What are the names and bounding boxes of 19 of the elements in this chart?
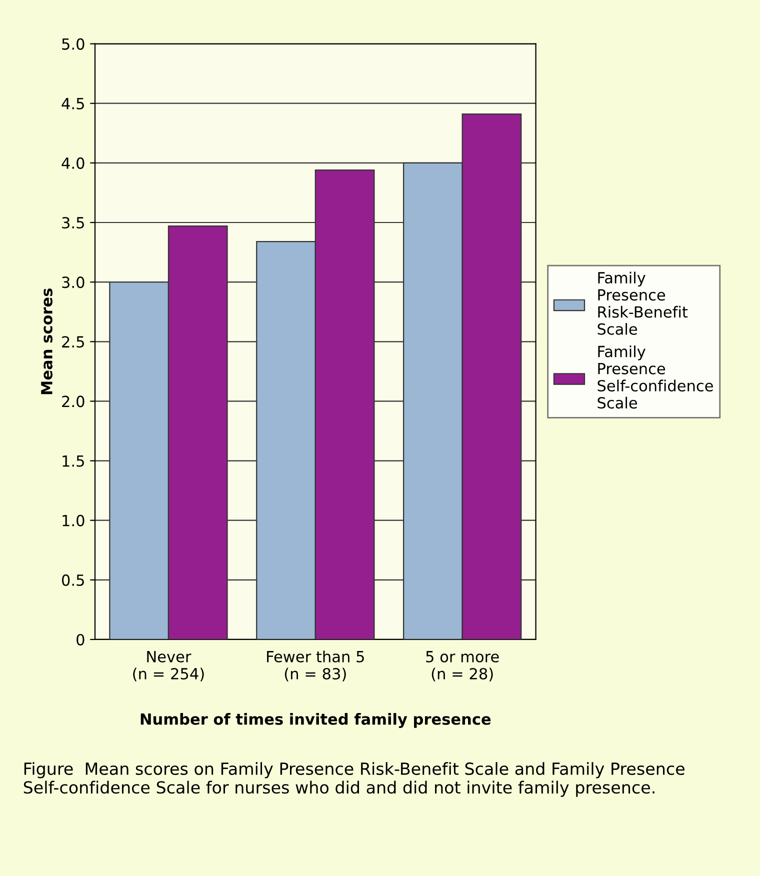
y-axis-title: Mean scores (41, 288, 52, 394)
y-tick-label: 4.0 (62, 157, 84, 169)
x-axis-title: Number of times invited family presence (140, 713, 491, 728)
y-tick-label: 4.5 (62, 98, 84, 110)
y-tick-label: 0 (76, 634, 84, 646)
y-tick-label: 2.0 (62, 396, 84, 408)
y-tick-label: 2.5 (62, 336, 84, 348)
x-tick-label: Never (n = 254) (133, 651, 204, 682)
y-tick-label: 5.0 (62, 38, 84, 50)
y-tick-label: 3.0 (62, 276, 84, 288)
y-tick-label: 3.5 (62, 216, 84, 229)
y-tick-label: 0.5 (62, 574, 84, 586)
x-tick-label: 5 or more (n = 28) (426, 651, 499, 682)
x-tick-label: Fewer than 5 (n = 83) (267, 650, 364, 682)
legend-label: Family Presence Risk-Benefit Scale (598, 272, 688, 335)
text: Figure Mean scores on Family Presence Risk-Benefit Scale and Family Presence Self-confidence Scale for nurses who did and did not invite family presence. (24, 762, 684, 797)
legend-label: Family Presence Self-confidence Scale (598, 345, 713, 409)
y-tick-label: 1.0 (62, 514, 84, 526)
y-tick-label: 1.5 (62, 455, 84, 467)
